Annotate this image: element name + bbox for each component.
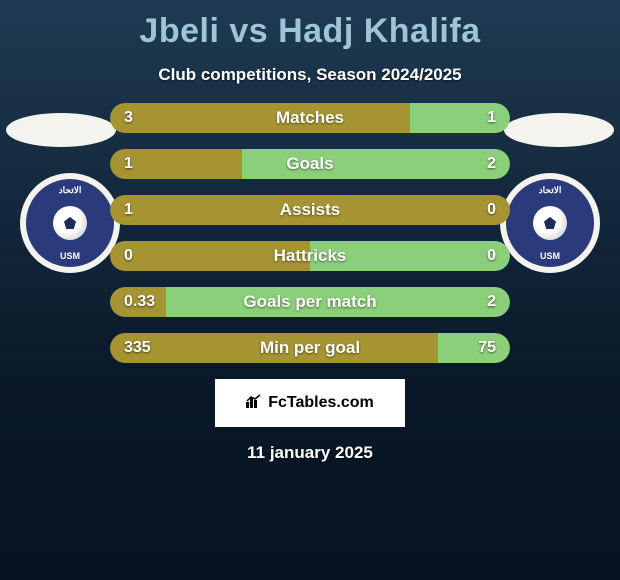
stat-bar-right	[310, 241, 510, 271]
stat-bar-left	[110, 333, 438, 363]
stat-bar-right	[166, 287, 510, 317]
right-club-badge: الاتحاد USM	[500, 173, 600, 273]
stat-value-right: 1	[487, 103, 496, 133]
stat-bar-left	[110, 103, 410, 133]
stat-value-left: 335	[124, 333, 151, 363]
stat-value-left: 3	[124, 103, 133, 133]
page-title: Jbeli vs Hadj Khalifa	[0, 0, 620, 51]
stat-value-right: 0	[487, 195, 496, 225]
date-text: 11 january 2025	[0, 443, 620, 463]
right-shadow-ellipse	[504, 113, 614, 147]
right-club-text-bottom: USM	[540, 251, 560, 261]
comparison-arena: الاتحاد USM الاتحاد USM 31Matches12Goals…	[0, 103, 620, 363]
stat-value-right: 2	[487, 149, 496, 179]
stat-value-left: 1	[124, 195, 133, 225]
stat-value-right: 2	[487, 287, 496, 317]
left-club-text-bottom: USM	[60, 251, 80, 261]
stat-value-right: 75	[478, 333, 496, 363]
stat-row: 31Matches	[110, 103, 510, 133]
brand-footer: FcTables.com	[215, 379, 405, 427]
stat-bar-left	[110, 195, 510, 225]
stat-value-left: 0	[124, 241, 133, 271]
left-club-inner: الاتحاد USM	[26, 179, 114, 267]
stat-row: 10Assists	[110, 195, 510, 225]
left-club-text-top: الاتحاد	[59, 185, 82, 196]
brand-text: FcTables.com	[268, 394, 374, 412]
comparison-bars: 31Matches12Goals10Assists00Hattricks0.33…	[110, 103, 510, 363]
stat-bar-right	[438, 333, 510, 363]
soccer-ball-icon	[533, 206, 567, 240]
subtitle: Club competitions, Season 2024/2025	[0, 65, 620, 85]
stat-value-right: 0	[487, 241, 496, 271]
stat-row: 0.332Goals per match	[110, 287, 510, 317]
left-shadow-ellipse	[6, 113, 116, 147]
right-club-text-top: الاتحاد	[539, 185, 562, 196]
stats-icon	[246, 394, 262, 413]
soccer-ball-icon	[53, 206, 87, 240]
stat-bar-left	[110, 241, 310, 271]
stat-row: 00Hattricks	[110, 241, 510, 271]
stat-bar-right	[242, 149, 510, 179]
stat-row: 12Goals	[110, 149, 510, 179]
left-club-badge: الاتحاد USM	[20, 173, 120, 273]
stat-row: 33575Min per goal	[110, 333, 510, 363]
stat-value-left: 1	[124, 149, 133, 179]
right-club-inner: الاتحاد USM	[506, 179, 594, 267]
stat-value-left: 0.33	[124, 287, 155, 317]
